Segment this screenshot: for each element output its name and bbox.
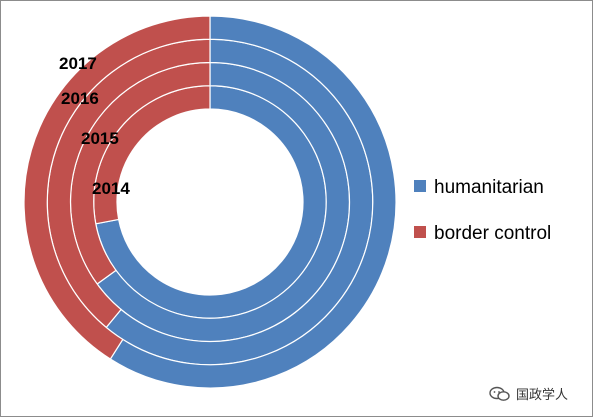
ring-labels: 2014 2015 2016 2017	[59, 54, 130, 198]
wechat-icon	[489, 386, 511, 402]
legend-swatch-border-control	[414, 226, 426, 238]
watermark-text: 国政学人	[516, 388, 569, 403]
ring-label-2015: 2015	[81, 129, 119, 148]
watermark: 国政学人	[489, 384, 568, 403]
ring-label-2016: 2016	[61, 89, 99, 108]
ring-segment-2017-border-control	[23, 15, 211, 360]
legend-swatch-humanitarian	[414, 180, 426, 192]
ring-label-2014: 2014	[92, 179, 130, 198]
ring-segment-2017-humanitarian	[109, 15, 397, 389]
legend-label-humanitarian: humanitarian	[434, 177, 544, 198]
donut-rings	[23, 15, 397, 389]
legend-label-border-control: border control	[434, 223, 551, 244]
legend: humanitarian border control	[414, 177, 551, 244]
ring-label-2017: 2017	[59, 54, 97, 73]
